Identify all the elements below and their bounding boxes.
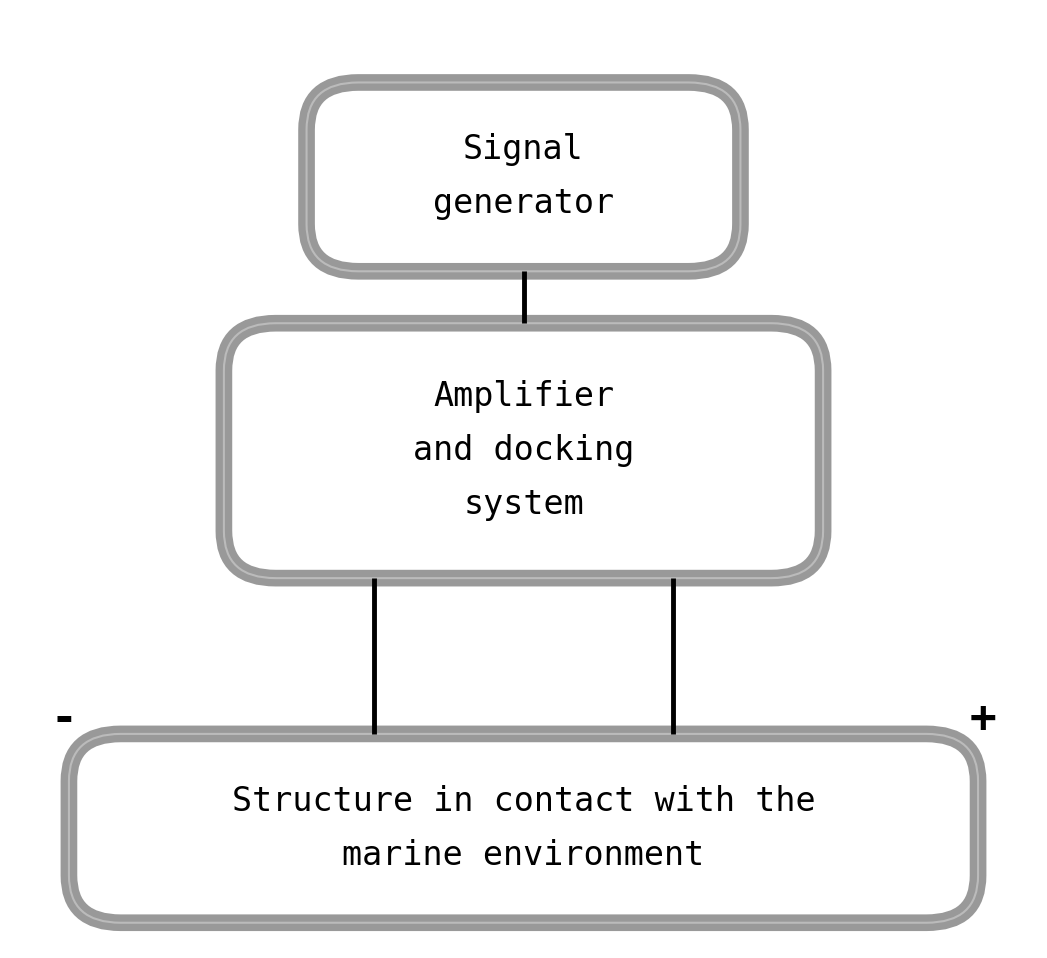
FancyBboxPatch shape [224,323,823,578]
Text: Signal
generator: Signal generator [433,133,614,220]
Text: Structure in contact with the
marine environment: Structure in contact with the marine env… [231,785,816,872]
Text: -: - [50,698,77,741]
Text: Amplifier
and docking
system: Amplifier and docking system [413,380,634,521]
FancyBboxPatch shape [307,82,740,271]
Text: +: + [970,698,997,741]
FancyBboxPatch shape [69,734,978,923]
